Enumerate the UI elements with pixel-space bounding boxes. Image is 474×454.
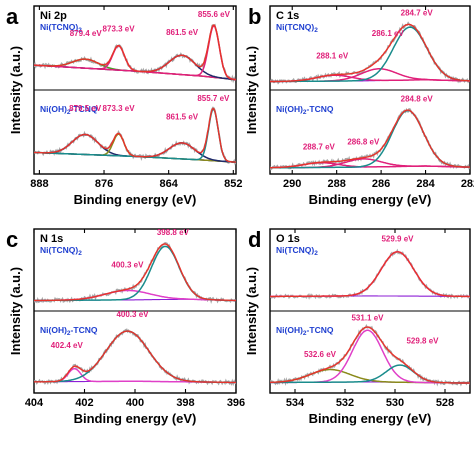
y-axis-title: Intensity (a.u.) — [8, 267, 23, 355]
fit-envelope — [270, 251, 470, 298]
peak-label: 861.5 eV — [166, 112, 199, 121]
peak-label: 288.1 eV — [316, 52, 349, 61]
peak-label: 879.5 eV — [69, 104, 102, 113]
panel-c: Ni(TCNQ)2 400.3 eV 398.8 eV Ni(OH)2-TCNQ 402… — [6, 227, 245, 426]
fit-envelope — [34, 243, 236, 302]
peak-label: 529.8 eV — [406, 336, 439, 345]
peak-label: 531.1 eV — [351, 314, 384, 323]
sample-label: Ni(OH)2-TCNQ — [40, 325, 98, 337]
fit-envelope — [270, 109, 470, 169]
sample-label: Ni(OH)2-TCNQ — [276, 325, 334, 337]
x-tick-label: 404 — [25, 397, 44, 409]
fit-envelope — [270, 23, 470, 83]
panel-letter: d — [248, 227, 261, 252]
peak-label: 398.8 eV — [157, 228, 190, 237]
peak-label: 288.7 eV — [303, 143, 336, 152]
peak-label: 529.9 eV — [381, 234, 414, 243]
panel-d: Ni(TCNQ)2 529.9 eV Ni(OH)2-TCNQ 532.6 eV 531… — [244, 227, 471, 426]
sample-label: Ni(TCNQ)2 — [40, 22, 82, 34]
peak-label: 873.3 eV — [103, 24, 136, 33]
y-axis-title: Intensity (a.u.) — [8, 46, 23, 134]
panel-title: N 1s — [40, 233, 63, 245]
plot-area — [34, 23, 236, 166]
x-tick-label: 852 — [224, 178, 242, 190]
panel-title: O 1s — [276, 233, 300, 245]
peak-label: 532.6 eV — [304, 350, 337, 359]
peak-label: 400.3 eV — [116, 310, 149, 319]
x-tick-label: 888 — [30, 178, 48, 190]
panel-letter: c — [6, 227, 18, 252]
x-tick-label: 398 — [176, 397, 194, 409]
x-axis-title: Binding energy (eV) — [309, 192, 432, 207]
fit-envelope — [34, 24, 236, 81]
sample-label: Ni(OH)2-TCNQ — [40, 104, 98, 116]
y-axis-title: Intensity (a.u.) — [244, 267, 259, 355]
plot-area — [270, 21, 470, 171]
sample-label: Ni(OH)2-TCNQ — [276, 104, 334, 116]
peak-label: 402.4 eV — [51, 341, 84, 350]
x-tick-label: 284 — [416, 178, 435, 190]
x-tick-label: 864 — [159, 178, 178, 190]
sample-label: Ni(TCNQ)2 — [40, 245, 82, 257]
x-tick-label: 876 — [95, 178, 113, 190]
x-axis-title: Binding energy (eV) — [74, 192, 197, 207]
peak-label: 286.1 eV — [372, 29, 405, 38]
fit-envelope — [270, 326, 470, 384]
x-tick-label: 282 — [461, 178, 474, 190]
x-tick-label: 288 — [327, 178, 345, 190]
peak-label: 286.8 eV — [347, 137, 380, 146]
x-axis-title: Binding energy (eV) — [309, 411, 432, 426]
x-tick-label: 286 — [372, 178, 390, 190]
plot-area — [270, 248, 470, 387]
panel-letter: a — [6, 4, 19, 29]
x-tick-label: 396 — [227, 397, 245, 409]
sample-label: Ni(TCNQ)2 — [276, 245, 318, 257]
panel-b: Ni(TCNQ)2 288.1 eV 286.1 eV 284.7 eV Ni(OH)2… — [244, 4, 474, 207]
x-tick-label: 400 — [126, 397, 144, 409]
peak-label: 400.3 eV — [111, 260, 144, 269]
x-tick-label: 290 — [283, 178, 301, 190]
x-tick-label: 530 — [386, 397, 404, 409]
peak-label: 855.7 eV — [197, 94, 230, 103]
plot-area — [34, 241, 236, 387]
peak-label: 284.8 eV — [401, 94, 434, 103]
peak-label: 873.3 eV — [103, 104, 136, 113]
x-tick-label: 528 — [436, 397, 454, 409]
peak-label: 879.4 eV — [70, 29, 103, 38]
peak-label: 861.5 eV — [166, 28, 199, 37]
fit-envelope — [34, 107, 236, 163]
fit-envelope — [34, 330, 236, 384]
x-axis-title: Binding energy (eV) — [74, 411, 197, 426]
x-tick-label: 534 — [286, 397, 305, 409]
peak-label: 284.7 eV — [401, 9, 434, 18]
panel-letter: b — [248, 4, 261, 29]
x-tick-label: 402 — [75, 397, 93, 409]
panel-title: C 1s — [276, 10, 299, 22]
peak-label: 855.6 eV — [198, 10, 231, 19]
panel-title: Ni 2p — [40, 10, 67, 22]
x-tick-label: 532 — [336, 397, 354, 409]
y-axis-title: Intensity (a.u.) — [244, 46, 259, 134]
sample-label: Ni(TCNQ)2 — [276, 22, 318, 34]
